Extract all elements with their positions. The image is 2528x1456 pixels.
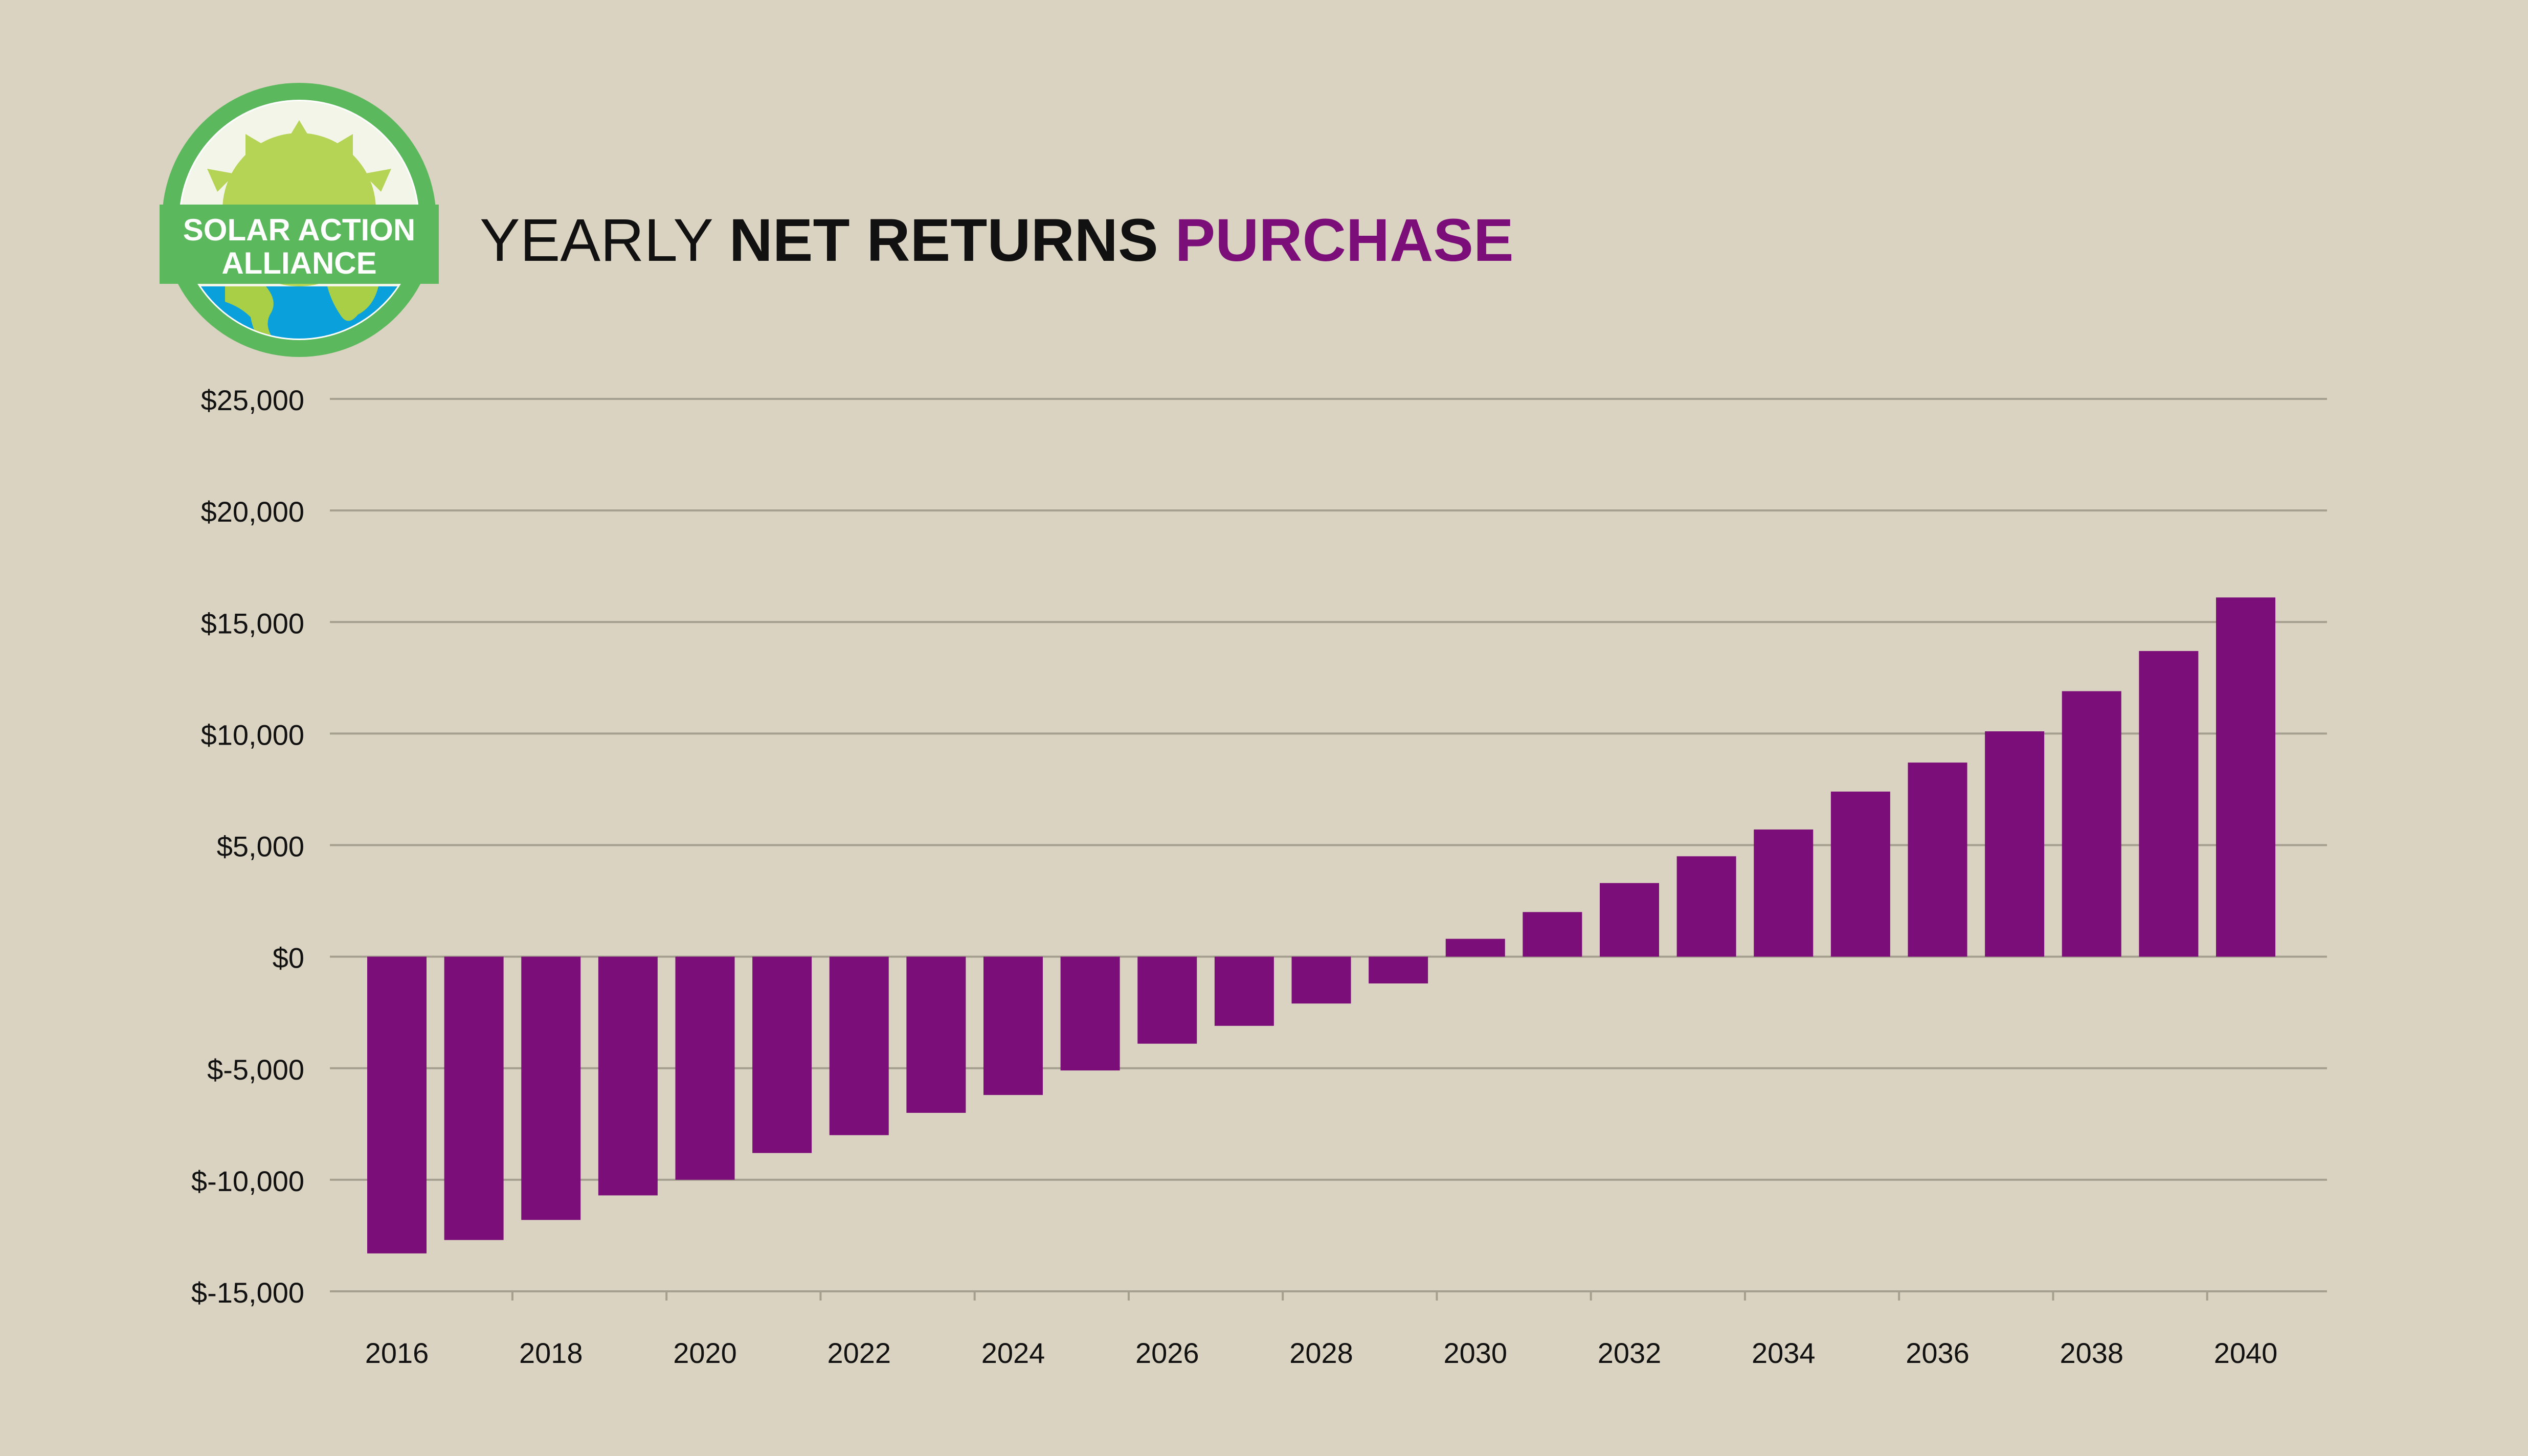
bar-2020 <box>675 956 735 1180</box>
x-tick-label: 2030 <box>1443 1337 1507 1369</box>
logo-text-line1: SOLAR ACTION <box>183 213 415 247</box>
y-tick-label: $25,000 <box>201 384 304 416</box>
bar-2018 <box>521 956 581 1220</box>
bar-2028 <box>1291 956 1351 1004</box>
x-tick-label: 2036 <box>1906 1337 1970 1369</box>
bar-2031 <box>1523 912 1582 957</box>
chart-title-part3: PURCHASE <box>1175 207 1514 274</box>
bar-2025 <box>1060 956 1120 1071</box>
x-tick-label: 2040 <box>2214 1337 2278 1369</box>
grid-lines <box>330 398 2327 1292</box>
bar-2017 <box>444 956 504 1240</box>
y-tick-label: $-15,000 <box>191 1276 304 1309</box>
bar-2038 <box>2062 691 2121 957</box>
y-tick-label: $15,000 <box>201 607 304 639</box>
bar-2022 <box>829 956 889 1135</box>
logo-banner <box>160 205 439 284</box>
bar-2029 <box>1369 956 1428 983</box>
chart-title-part2: NET RETURNS <box>729 207 1158 274</box>
y-tick-label: $20,000 <box>201 496 304 528</box>
x-tick-label: 2026 <box>1135 1337 1199 1369</box>
y-tick-label: $-5,000 <box>207 1054 304 1086</box>
y-tick-label: $0 <box>273 942 304 974</box>
bar-2021 <box>752 956 812 1153</box>
bar-2019 <box>598 956 658 1196</box>
bars <box>367 597 2275 1253</box>
x-tick-label: 2034 <box>1752 1337 1816 1369</box>
x-tick-label: 2018 <box>519 1337 583 1369</box>
x-axis-labels: 2016 2018 2020 2022 2024 2026 2028 2030 2032 2034… <box>365 1337 2278 1369</box>
bar-2033 <box>1676 856 1736 957</box>
bar-2016 <box>367 956 427 1253</box>
y-axis-labels: $25,000 $20,000 $15,000 $10,000 $5,000 $0 $-5,… <box>191 384 304 1309</box>
x-tick-label: 2028 <box>1289 1337 1353 1369</box>
bar-2032 <box>1600 883 1659 957</box>
bar-2027 <box>1214 956 1274 1026</box>
bar-2035 <box>1830 791 1890 957</box>
x-tick-label: 2016 <box>365 1337 429 1369</box>
y-tick-label: $5,000 <box>217 831 304 863</box>
x-tick-label: 2022 <box>827 1337 891 1369</box>
chart-title: YEARLY NET RETURNS PURCHASE <box>480 199 1514 281</box>
x-tick-label: 2038 <box>2060 1337 2123 1369</box>
bar-2040 <box>2216 597 2275 957</box>
x-tick-label: 2024 <box>981 1337 1045 1369</box>
bar-2039 <box>2139 651 2199 957</box>
solar-action-alliance-logo: SOLAR ACTION ALLIANCE <box>160 83 439 357</box>
x-tick-label: 2020 <box>673 1337 737 1369</box>
y-tick-label: $-10,000 <box>191 1165 304 1197</box>
chart-title-part1: YEARLY <box>480 207 712 274</box>
x-tick-label: 2032 <box>1598 1337 1662 1369</box>
logo-text-line2: ALLIANCE <box>221 246 376 280</box>
bar-2030 <box>1445 938 1505 957</box>
bar-2036 <box>1908 763 1967 957</box>
bar-2023 <box>906 956 966 1113</box>
y-tick-label: $10,000 <box>201 719 304 751</box>
bar-2026 <box>1137 956 1197 1044</box>
bar-2024 <box>983 956 1043 1095</box>
bar-2037 <box>1985 731 2045 957</box>
bar-2034 <box>1754 829 1814 957</box>
x-axis-ticks <box>511 1291 2208 1301</box>
